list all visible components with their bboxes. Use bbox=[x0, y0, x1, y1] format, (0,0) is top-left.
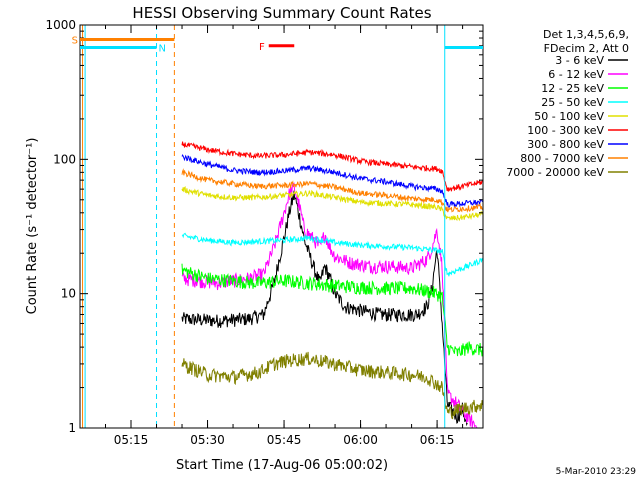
legend-label: 25 - 50 keV bbox=[541, 96, 604, 109]
legend-label: 800 - 7000 keV bbox=[520, 152, 604, 165]
y-tick-label: 100 bbox=[53, 152, 76, 166]
x-tick-label: 06:15 bbox=[420, 433, 455, 447]
series-line-5 bbox=[181, 186, 484, 222]
saa-label: S bbox=[72, 35, 78, 46]
x-tick-label: 06:00 bbox=[343, 433, 378, 447]
y-axis: 1 10 100 1000 bbox=[45, 18, 483, 435]
night-label: N bbox=[159, 43, 166, 54]
series-line-3 bbox=[181, 263, 484, 357]
legend-header-line: FDecim 2, Att 0 bbox=[544, 42, 629, 55]
y-tick-label: 1000 bbox=[45, 18, 76, 32]
legend-label: 300 - 800 keV bbox=[527, 138, 604, 151]
timestamp: 5-Mar-2010 23:29 bbox=[556, 467, 637, 477]
x-tick-label: 05:15 bbox=[114, 433, 149, 447]
legend-label: 6 - 12 keV bbox=[548, 68, 604, 81]
series-layer bbox=[181, 141, 484, 429]
series-line-4 bbox=[181, 232, 484, 277]
legend-label: 50 - 100 keV bbox=[534, 110, 604, 123]
x-axis: 05:15 05:30 05:45 06:00 06:15 bbox=[79, 25, 464, 447]
x-tick-label: 05:30 bbox=[190, 433, 225, 447]
y-tick-label: 10 bbox=[61, 287, 76, 301]
series-line-1 bbox=[181, 190, 468, 427]
y-axis-label: Count Rate (s⁻¹ detector⁻¹) bbox=[25, 138, 40, 315]
plot-frame bbox=[79, 24, 484, 429]
series-line-2 bbox=[181, 181, 478, 429]
y-tick-label: 1 bbox=[68, 421, 76, 435]
legend-label: 7000 - 20000 keV bbox=[506, 166, 604, 179]
legend-label: 12 - 25 keV bbox=[541, 82, 604, 95]
series-line-6 bbox=[181, 141, 483, 192]
legend: Det 1,3,4,5,6,9,FDecim 2, Att 03 - 6 keV… bbox=[506, 28, 629, 179]
x-axis-label: Start Time (17-Aug-06 05:00:02) bbox=[176, 458, 388, 473]
flare-label: F bbox=[259, 42, 265, 53]
x-tick-label: 05:45 bbox=[267, 433, 302, 447]
series-line-7 bbox=[181, 153, 483, 208]
chart-title: HESSI Observing Summary Count Rates bbox=[132, 4, 431, 22]
legend-header-line: Det 1,3,4,5,6,9, bbox=[543, 28, 629, 41]
series-line-9 bbox=[181, 351, 484, 420]
legend-label: 3 - 6 keV bbox=[555, 54, 604, 67]
annotations-layer: SN F bbox=[72, 35, 483, 54]
legend-label: 100 - 300 keV bbox=[527, 124, 604, 137]
series-line-8 bbox=[181, 168, 483, 213]
